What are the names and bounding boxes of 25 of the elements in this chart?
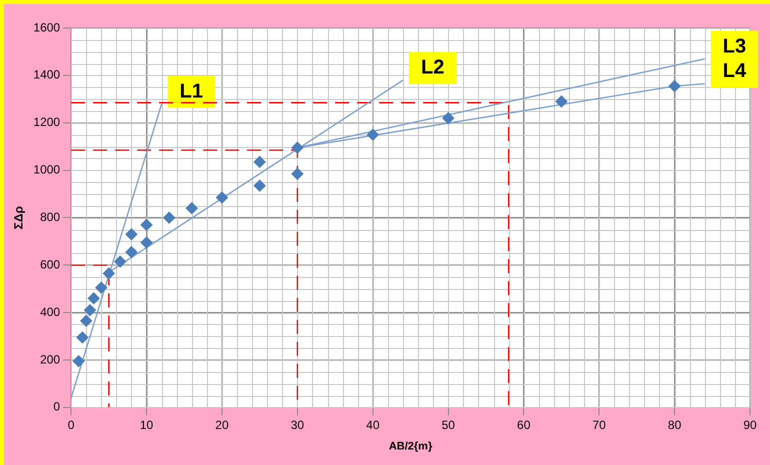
y-tick-label: 400 [40, 304, 60, 319]
annotation: L3 [722, 35, 746, 58]
annotation: L4 [722, 60, 747, 82]
x-tick-label: 80 [668, 418, 682, 432]
y-tick-label: 1200 [33, 115, 60, 130]
x-tick-label: 0 [68, 418, 75, 432]
x-tick-label: 10 [140, 418, 154, 432]
x-tick-label: 50 [442, 418, 456, 432]
x-axis-title: AB/2{m} [388, 440, 433, 452]
y-tick-label: 600 [40, 257, 60, 272]
y-tick-label: 0 [53, 400, 60, 414]
x-tick-label: 30 [290, 418, 304, 432]
y-tick-label: 800 [40, 210, 60, 224]
x-tick-label: 60 [517, 418, 531, 432]
x-tick-label: 90 [743, 418, 757, 432]
y-tick-label: 1000 [33, 162, 60, 177]
x-tick-label: 20 [215, 418, 229, 432]
y-axis-title: ΣΔρ [12, 206, 26, 230]
x-tick-label: 40 [366, 418, 380, 432]
y-tick-label: 1400 [33, 68, 60, 82]
annotation: L1 [180, 80, 203, 102]
annotation: L2 [421, 56, 444, 79]
y-tick-label: 1600 [33, 20, 60, 34]
y-tick-label: 200 [40, 352, 60, 366]
x-tick-label: 70 [592, 418, 606, 432]
